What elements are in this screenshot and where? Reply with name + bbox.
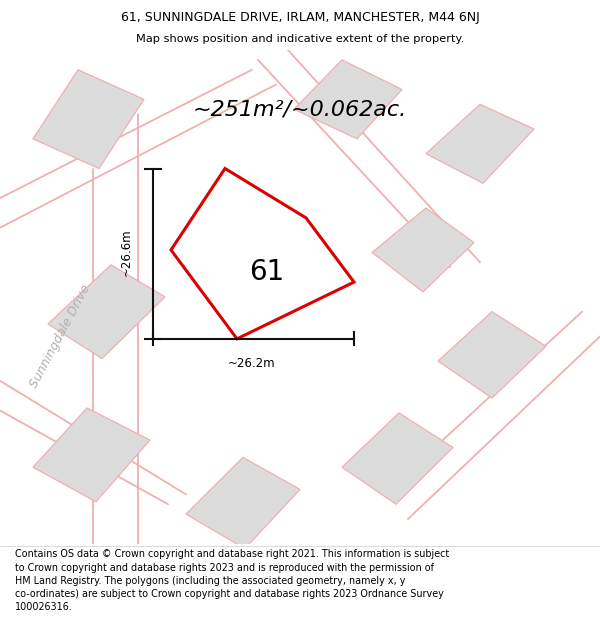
Text: Sunningdale Drive: Sunningdale Drive bbox=[27, 282, 93, 390]
Text: Map shows position and indicative extent of the property.: Map shows position and indicative extent… bbox=[136, 34, 464, 44]
Polygon shape bbox=[186, 458, 300, 549]
Polygon shape bbox=[204, 235, 318, 324]
Polygon shape bbox=[342, 413, 453, 504]
Polygon shape bbox=[171, 169, 354, 339]
Text: Contains OS data © Crown copyright and database right 2021. This information is : Contains OS data © Crown copyright and d… bbox=[15, 549, 449, 612]
Text: ~251m²/~0.062ac.: ~251m²/~0.062ac. bbox=[193, 99, 407, 119]
Polygon shape bbox=[426, 104, 534, 183]
Polygon shape bbox=[294, 60, 402, 139]
Polygon shape bbox=[48, 265, 165, 359]
Text: 61: 61 bbox=[250, 258, 284, 286]
Text: ~26.6m: ~26.6m bbox=[119, 229, 133, 276]
Polygon shape bbox=[33, 408, 150, 502]
Text: 61, SUNNINGDALE DRIVE, IRLAM, MANCHESTER, M44 6NJ: 61, SUNNINGDALE DRIVE, IRLAM, MANCHESTER… bbox=[121, 11, 479, 24]
Polygon shape bbox=[438, 312, 546, 398]
Polygon shape bbox=[372, 208, 474, 292]
Polygon shape bbox=[33, 70, 144, 169]
Text: ~26.2m: ~26.2m bbox=[228, 357, 276, 370]
